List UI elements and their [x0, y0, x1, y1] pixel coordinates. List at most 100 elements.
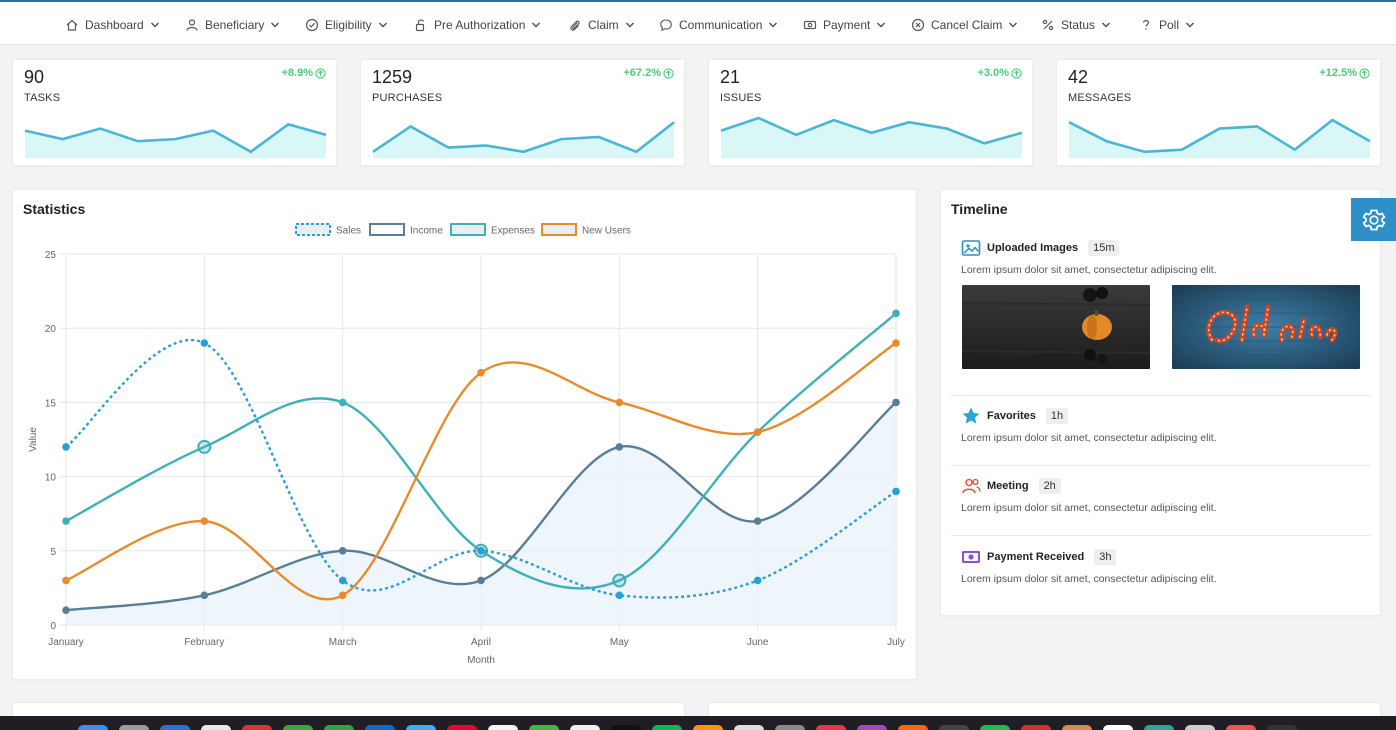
dock-app-icon[interactable] — [201, 725, 231, 730]
dock-app-icon[interactable] — [78, 725, 108, 730]
kpi-value: 1259 — [372, 67, 413, 87]
x-tick-label: June — [747, 637, 769, 648]
check-circle-icon — [305, 18, 319, 32]
timeline-item-payment-received[interactable]: Payment Received 3h Lorem ipsum dolor si… — [961, 547, 1371, 585]
dock-app-icon[interactable] — [734, 725, 764, 730]
nav-item-label: Communication — [679, 18, 763, 32]
dock-app-icon[interactable] — [1144, 725, 1174, 730]
dock-app-icon[interactable] — [939, 725, 969, 730]
kpi-label: MESSAGES — [1068, 92, 1132, 104]
data-point-income — [200, 591, 209, 600]
chevron-down-icon — [1102, 22, 1111, 28]
sparkline-line — [720, 116, 1023, 145]
dock-app-icon[interactable] — [160, 725, 190, 730]
legend-label-income: Income — [410, 226, 443, 237]
dock-app-icon[interactable] — [1062, 725, 1092, 730]
user-icon — [186, 19, 198, 31]
unlock-icon — [415, 19, 425, 32]
pumpkin-thumbnail[interactable] — [962, 285, 1150, 369]
data-point-new-users — [753, 428, 762, 436]
timeline-item-favorites[interactable]: Favorites 1h Lorem ipsum dolor sit amet,… — [961, 406, 1371, 444]
kpi-change-value: +8.9% — [281, 67, 314, 79]
dock-app-icon[interactable] — [611, 725, 641, 730]
statistics-card: Statistics 0 5 10 15 20 25 January February Marc… — [12, 189, 917, 680]
dock-app-icon[interactable] — [693, 725, 723, 730]
nav-item-label: Pre Authorization — [434, 18, 526, 32]
data-point-expenses — [338, 398, 347, 407]
nav-item-dashboard[interactable]: Dashboard — [65, 15, 160, 35]
kpi-value: 90 — [24, 67, 45, 87]
kpi-change-badge: +8.9% — [282, 67, 327, 79]
settings-gear-button[interactable] — [1351, 198, 1396, 241]
y-tick-label: 0 — [50, 621, 56, 632]
dock-app-icon[interactable] — [652, 725, 682, 730]
dock-app-icon[interactable] — [242, 725, 272, 730]
neon-sign-thumbnail[interactable] — [1172, 285, 1360, 369]
dock-app-icon[interactable] — [1267, 725, 1297, 730]
timeline-divider — [951, 535, 1371, 536]
money-icon — [962, 551, 980, 563]
nav-item-communication[interactable]: Communication — [659, 15, 778, 35]
timeline-item-title: Uploaded Images — [987, 242, 1079, 254]
dock-app-icon[interactable] — [324, 725, 354, 730]
data-point-sales — [615, 591, 624, 600]
nav-item-label: Dashboard — [85, 18, 144, 32]
dock-app-icon[interactable] — [857, 725, 887, 730]
kpi-change-badge: +3.0% — [978, 67, 1023, 79]
nav-item-status[interactable]: Status — [1041, 15, 1111, 35]
nav-item-poll[interactable]: Poll — [1139, 15, 1195, 35]
dock-app-icon[interactable] — [775, 725, 805, 730]
chat-icon — [660, 19, 672, 32]
dock-app-icon[interactable] — [816, 725, 846, 730]
gear-icon — [1362, 209, 1385, 230]
dock-app-icon[interactable] — [447, 725, 477, 730]
legend-label-sales: Sales — [336, 226, 361, 237]
dock-app-icon[interactable] — [283, 725, 313, 730]
nav-item-payment[interactable]: Payment — [803, 15, 886, 35]
dock-app-icon[interactable] — [898, 725, 928, 730]
nav-item-label: Claim — [588, 18, 619, 32]
legend-label-expenses: Expenses — [491, 226, 535, 237]
legend-swatch-income — [369, 223, 405, 236]
data-point-new-users — [338, 591, 347, 600]
timeline-item-uploaded-images[interactable]: Uploaded Images 15m Lorem ipsum dolor si… — [961, 238, 1371, 276]
dock-app-icon[interactable] — [488, 725, 518, 730]
legend-swatch-expenses — [450, 223, 486, 236]
timeline-item-title: Meeting — [987, 480, 1029, 492]
data-point-new-users — [615, 398, 624, 407]
nav-item-label: Status — [1061, 18, 1096, 32]
timeline-item-meeting[interactable]: Meeting 2h Lorem ipsum dolor sit amet, c… — [961, 476, 1371, 514]
nav-item-label: Cancel Claim — [931, 18, 1003, 32]
legend-swatch-sales — [295, 223, 331, 236]
nav-item-beneficiary[interactable]: Beneficiary — [185, 15, 280, 35]
nav-item-cancel-claim[interactable]: Cancel Claim — [911, 15, 1018, 35]
dock-app-icon[interactable] — [1226, 725, 1256, 730]
dock-app-icon[interactable] — [570, 725, 600, 730]
kpi-sparkline — [1068, 118, 1371, 158]
dock-app-icon[interactable] — [529, 725, 559, 730]
data-point-sales — [338, 576, 347, 585]
dock-app-icon[interactable] — [1021, 725, 1051, 730]
data-point-sales — [200, 339, 209, 347]
nav-item-pre-authorization[interactable]: Pre Authorization — [414, 15, 541, 35]
dock-app-icon[interactable] — [1185, 725, 1215, 730]
kpi-sparkline — [720, 116, 1023, 158]
kpi-sparkline — [372, 121, 675, 158]
arrow-up-circle-icon — [1359, 67, 1370, 79]
timeline-card: Timeline Uploaded Images 15m Lorem ipsum… — [940, 189, 1381, 616]
kpi-label: TASKS — [24, 92, 61, 104]
home-icon — [66, 19, 78, 31]
dock-app-icon[interactable] — [406, 725, 436, 730]
timeline-title: Timeline — [951, 201, 1008, 217]
dock-app-icon[interactable] — [365, 725, 395, 730]
people-icon — [962, 478, 981, 494]
dock-app-icon[interactable] — [119, 725, 149, 730]
timeline-divider — [951, 465, 1371, 466]
x-tick-label: April — [471, 637, 491, 648]
dock-app-icon[interactable] — [1103, 725, 1133, 730]
dock-app-icon[interactable] — [980, 725, 1010, 730]
nav-item-claim[interactable]: Claim — [568, 15, 635, 35]
timeline-time-badge: 2h — [1038, 478, 1061, 494]
x-axis-title: Month — [467, 655, 495, 666]
nav-item-eligibility[interactable]: Eligibility — [305, 15, 388, 35]
